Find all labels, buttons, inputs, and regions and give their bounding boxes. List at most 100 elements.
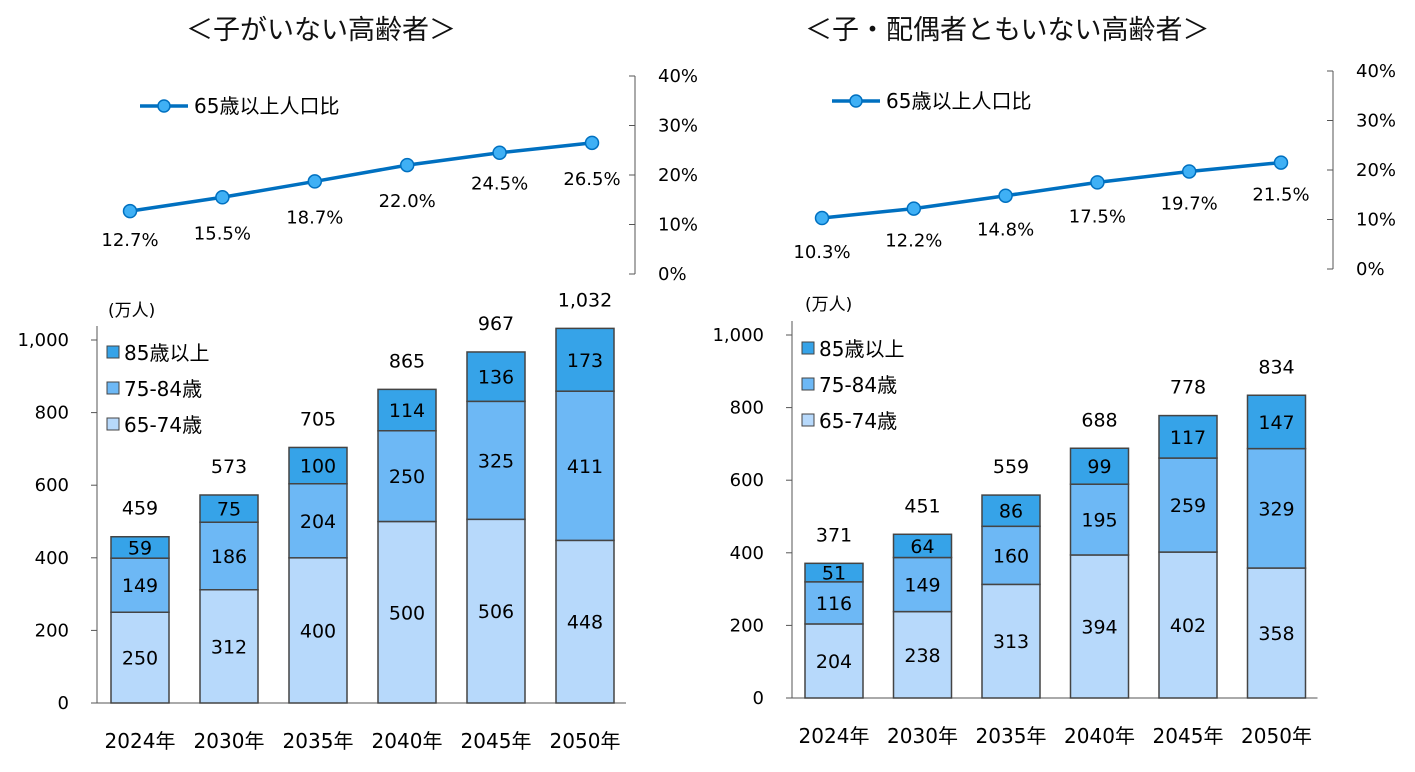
x-tick-label: 2050年: [1241, 724, 1312, 748]
legend-label: 65-74歳: [819, 409, 897, 433]
data-label: 114: [389, 400, 425, 422]
line-label: 21.5%: [1252, 185, 1309, 206]
legend-label: 65歳以上人口比: [194, 94, 339, 118]
total-label: 688: [1081, 409, 1117, 431]
line-label: 10.3%: [793, 242, 850, 263]
panel-right: ＜子・配偶者ともいない高齢者＞ 0 200 400 600 800 1,000 (万人) 20…: [705, 0, 1415, 768]
bar-segment: [199, 494, 259, 523]
y-tick-label: 0: [753, 688, 764, 709]
y-tick-label: 800: [730, 398, 764, 419]
data-label: 75: [217, 499, 241, 521]
legend-label: 85歳以上: [124, 341, 209, 365]
y-tick-label: 600: [730, 470, 764, 491]
legend-label: 75-84歳: [124, 377, 202, 401]
line-point: [215, 190, 230, 205]
y2-tick-label: 20%: [1356, 160, 1396, 181]
data-label: 160: [993, 545, 1029, 567]
y2-tick-label: 10%: [658, 215, 698, 236]
bar-segment: [466, 518, 526, 704]
bar-segment: [1246, 447, 1307, 569]
legend-marker: [157, 99, 171, 113]
y-tick-label: 600: [35, 475, 69, 496]
data-label: 195: [1081, 510, 1117, 532]
y-tick-label: 1,000: [712, 325, 764, 346]
bar-segment: [1246, 567, 1307, 699]
bar-segment: [981, 494, 1041, 528]
panel-left: ＜子がいない高齢者＞ 0 200 400 600 800 1,000 (万人) 250 149 5…: [0, 0, 705, 768]
line-label: 12.2%: [885, 231, 942, 252]
legend-label: 85歳以上: [819, 337, 904, 361]
y-tick-label: 200: [730, 615, 764, 636]
legend-label: 65-74歳: [124, 413, 202, 437]
y2-tick-label: 0%: [1356, 259, 1385, 280]
data-label: 400: [300, 620, 336, 642]
legend-marker: [849, 94, 863, 108]
x-tick-label: 2040年: [372, 729, 443, 753]
line-point: [307, 174, 323, 189]
bar-segment: [892, 556, 953, 613]
line-point: [1273, 155, 1289, 170]
x-tick-label: 2024年: [799, 724, 870, 748]
total-label: 573: [211, 456, 247, 478]
line-label: 22.0%: [379, 191, 436, 212]
bar-segment: [981, 525, 1041, 586]
line-point: [492, 145, 507, 160]
total-label: 967: [478, 313, 514, 335]
line-label: 26.5%: [563, 169, 620, 190]
data-label: 238: [904, 645, 940, 667]
bar-segment: [555, 539, 615, 704]
line-point: [584, 135, 600, 151]
data-label: 358: [1258, 623, 1294, 645]
chart-title: ＜子がいない高齢者＞: [186, 15, 456, 46]
bar-segment: [377, 430, 437, 523]
data-label: 116: [816, 593, 852, 615]
total-label: 705: [300, 408, 336, 430]
y-tick-label: 1,000: [17, 330, 69, 351]
total-label: 451: [904, 495, 940, 517]
data-label: 186: [211, 546, 247, 568]
line-point: [1090, 175, 1105, 190]
data-label: 51: [822, 563, 846, 585]
bar-segment: [1158, 414, 1218, 459]
line-series: [129, 141, 593, 213]
bar-segment: [1246, 394, 1307, 450]
y2-tick-label: 0%: [658, 264, 687, 285]
data-label: 204: [300, 511, 336, 533]
bar-segment: [199, 588, 259, 704]
legend-swatch: [801, 341, 815, 355]
data-label: 250: [122, 648, 158, 670]
data-label: 312: [211, 636, 247, 658]
bar-segment: [1069, 447, 1130, 485]
data-label: 411: [567, 456, 603, 478]
data-label: 259: [1170, 495, 1206, 517]
legend-swatch: [106, 345, 120, 359]
y-tick-label: 0: [58, 693, 69, 714]
line-label: 14.8%: [977, 220, 1034, 241]
bar-segment: [466, 351, 526, 403]
bar-segment: [555, 390, 615, 542]
bar-segment: [1158, 551, 1218, 699]
chart-title: ＜子・配偶者ともいない高齢者＞: [805, 15, 1210, 46]
line-series: [821, 160, 1282, 220]
y2-tick-label: 20%: [658, 165, 698, 186]
y2-tick-label: 10%: [1356, 210, 1396, 231]
legend-label: 65歳以上人口比: [886, 89, 1031, 113]
line-label: 12.7%: [101, 230, 158, 251]
line-point: [998, 188, 1013, 203]
total-label: 1,032: [558, 289, 612, 311]
data-label: 149: [122, 575, 158, 597]
data-label: 100: [300, 456, 336, 478]
y-tick-label: 400: [730, 543, 764, 564]
data-label: 173: [567, 350, 603, 372]
line-point: [906, 201, 922, 216]
line-label: 18.7%: [286, 207, 343, 228]
y-tick-label: 200: [35, 620, 69, 641]
data-label: 204: [816, 651, 852, 673]
x-tick-label: 2035年: [283, 729, 354, 753]
chart-left: 0 200 400 600 800 1,000 (万人) 250 149 59 459 2024年 31…: [17, 66, 698, 753]
bar-segment: [110, 535, 170, 559]
data-label: 506: [478, 601, 514, 623]
data-label: 99: [1087, 456, 1111, 478]
data-label: 117: [1170, 427, 1206, 449]
data-label: 250: [389, 466, 425, 488]
